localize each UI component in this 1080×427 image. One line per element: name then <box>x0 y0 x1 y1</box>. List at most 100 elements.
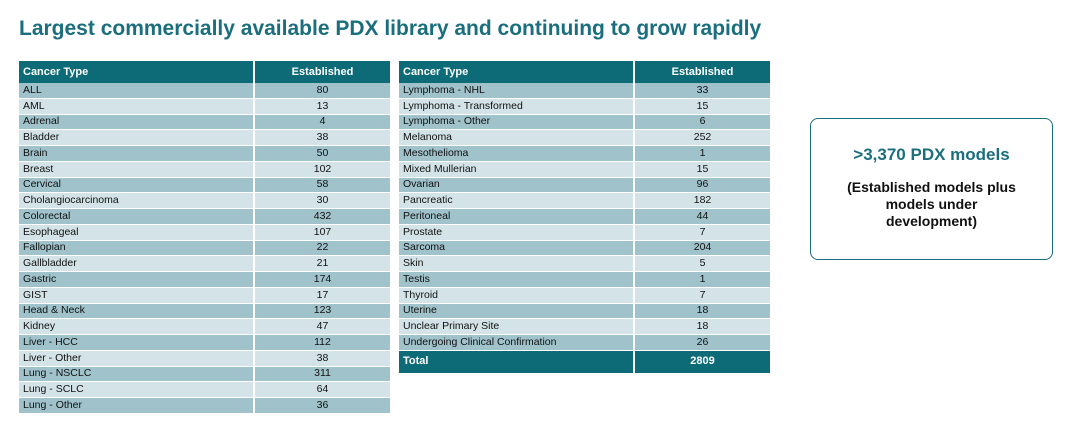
established-count-cell: 182 <box>634 192 772 209</box>
cancer-type-cell: GIST <box>19 287 255 304</box>
table-row: Breast 102 <box>19 161 392 178</box>
cancer-type-cell: Breast <box>19 161 255 178</box>
established-count-cell: 13 <box>254 98 392 115</box>
table-row: Adrenal 4 <box>19 114 392 131</box>
established-count-cell: 1 <box>634 271 772 288</box>
table-row: Lymphoma - Other 6 <box>399 114 772 131</box>
table-row: ALL 80 <box>19 83 392 99</box>
column-header-cancer-type: Cancer Type <box>399 61 635 83</box>
established-count-cell: 96 <box>634 177 772 194</box>
table-row: Bladder 38 <box>19 129 392 146</box>
established-count-cell: 107 <box>254 224 392 241</box>
established-count-cell: 1 <box>634 145 772 162</box>
total-row: Total 2809 <box>399 350 772 374</box>
cancer-type-cell: Lymphoma - NHL <box>399 83 635 99</box>
table-row: Mixed Mullerian 15 <box>399 161 772 178</box>
column-header-cancer-type: Cancer Type <box>19 61 255 83</box>
established-count-cell: 17 <box>254 287 392 304</box>
cancer-type-cell: Peritoneal <box>399 208 635 225</box>
established-count-cell: 47 <box>254 318 392 335</box>
table-row: Lung - Other 36 <box>19 397 392 414</box>
table-row: Lymphoma - NHL 33 <box>399 83 772 99</box>
established-count-cell: 6 <box>634 114 772 131</box>
total-value: 2809 <box>634 350 772 374</box>
cancer-type-cell: Undergoing Clinical Confirmation <box>399 334 635 351</box>
cancer-type-cell: Bladder <box>19 129 255 146</box>
established-count-cell: 58 <box>254 177 392 194</box>
established-count-cell: 7 <box>634 287 772 304</box>
established-count-cell: 21 <box>254 255 392 272</box>
cancer-type-cell: Esophageal <box>19 224 255 241</box>
table-row: Unclear Primary Site 18 <box>399 318 772 335</box>
table-row: Cholangiocarcinoma 30 <box>19 192 392 209</box>
table-row: AML 13 <box>19 98 392 115</box>
cancer-type-cell: Gastric <box>19 271 255 288</box>
cancer-type-cell: Skin <box>399 255 635 272</box>
callout-body: (Established models plus models under de… <box>847 179 1016 229</box>
established-count-cell: 64 <box>254 381 392 398</box>
cancer-type-cell: Thyroid <box>399 287 635 304</box>
total-label: Total <box>399 350 635 374</box>
cancer-type-cell: Ovarian <box>399 177 635 194</box>
cancer-type-cell: Lymphoma - Transformed <box>399 98 635 115</box>
established-count-cell: 102 <box>254 161 392 178</box>
cancer-type-cell: Lung - Other <box>19 397 255 414</box>
established-count-cell: 80 <box>254 83 392 99</box>
cancer-type-cell: Melanoma <box>399 129 635 146</box>
cancer-type-cell: Lung - SCLC <box>19 381 255 398</box>
cancer-type-cell: Liver - Other <box>19 350 255 367</box>
table-row: Ovarian 96 <box>399 177 772 194</box>
table-row: Liver - Other 38 <box>19 350 392 367</box>
table-row: Pancreatic 182 <box>399 192 772 209</box>
cancer-type-cell: Head & Neck <box>19 303 255 320</box>
table-row: Melanoma 252 <box>399 129 772 146</box>
cancer-type-cell: Liver - HCC <box>19 334 255 351</box>
established-count-cell: 15 <box>634 161 772 178</box>
table-row: Gallbladder 21 <box>19 255 392 272</box>
cancer-type-cell: Sarcoma <box>399 240 635 257</box>
cancer-type-cell: Kidney <box>19 318 255 335</box>
table-row: Gastric 174 <box>19 271 392 288</box>
table-row: Lymphoma - Transformed 15 <box>399 98 772 115</box>
table-row: Head & Neck 123 <box>19 303 392 320</box>
cancer-type-cell: Lung - NSCLC <box>19 366 255 383</box>
established-count-cell: 4 <box>254 114 392 131</box>
table-row: Peritoneal 44 <box>399 208 772 225</box>
established-count-cell: 7 <box>634 224 772 241</box>
table-row: GIST 17 <box>19 287 392 304</box>
cancer-type-cell: Gallbladder <box>19 255 255 272</box>
table-row: Skin 5 <box>399 255 772 272</box>
established-count-cell: 38 <box>254 129 392 146</box>
established-count-cell: 30 <box>254 192 392 209</box>
table-row: Testis 1 <box>399 271 772 288</box>
table-row: Undergoing Clinical Confirmation 26 <box>399 334 772 351</box>
established-count-cell: 44 <box>634 208 772 225</box>
table-row: Fallopian 22 <box>19 240 392 257</box>
cancer-type-cell: Colorectal <box>19 208 255 225</box>
table-row: Lung - SCLC 64 <box>19 381 392 398</box>
cancer-type-cell: Uterine <box>399 303 635 320</box>
table-row: Uterine 18 <box>399 303 772 320</box>
established-count-cell: 22 <box>254 240 392 257</box>
cancer-type-cell: Prostate <box>399 224 635 241</box>
established-count-cell: 36 <box>254 397 392 414</box>
established-count-cell: 432 <box>254 208 392 225</box>
cancer-type-cell: ALL <box>19 83 255 99</box>
cancer-type-table-left: Cancer Type Established ALL 80 AML 13 Adrena… <box>19 61 392 414</box>
established-count-cell: 204 <box>634 240 772 257</box>
table-row: Cervical 58 <box>19 177 392 194</box>
table-row: Liver - HCC 112 <box>19 334 392 351</box>
table-row: Esophageal 107 <box>19 224 392 241</box>
cancer-type-cell: Cholangiocarcinoma <box>19 192 255 209</box>
cancer-type-cell: Testis <box>399 271 635 288</box>
table-header-row: Cancer Type Established <box>19 61 392 83</box>
column-header-established: Established <box>634 61 772 83</box>
table-row: Prostate 7 <box>399 224 772 241</box>
established-count-cell: 123 <box>254 303 392 320</box>
table-row: Kidney 47 <box>19 318 392 335</box>
cancer-type-cell: Mixed Mullerian <box>399 161 635 178</box>
cancer-type-cell: Lymphoma - Other <box>399 114 635 131</box>
established-count-cell: 112 <box>254 334 392 351</box>
table-header-row: Cancer Type Established <box>399 61 772 83</box>
callout-headline: >3,370 PDX models <box>853 145 1010 164</box>
